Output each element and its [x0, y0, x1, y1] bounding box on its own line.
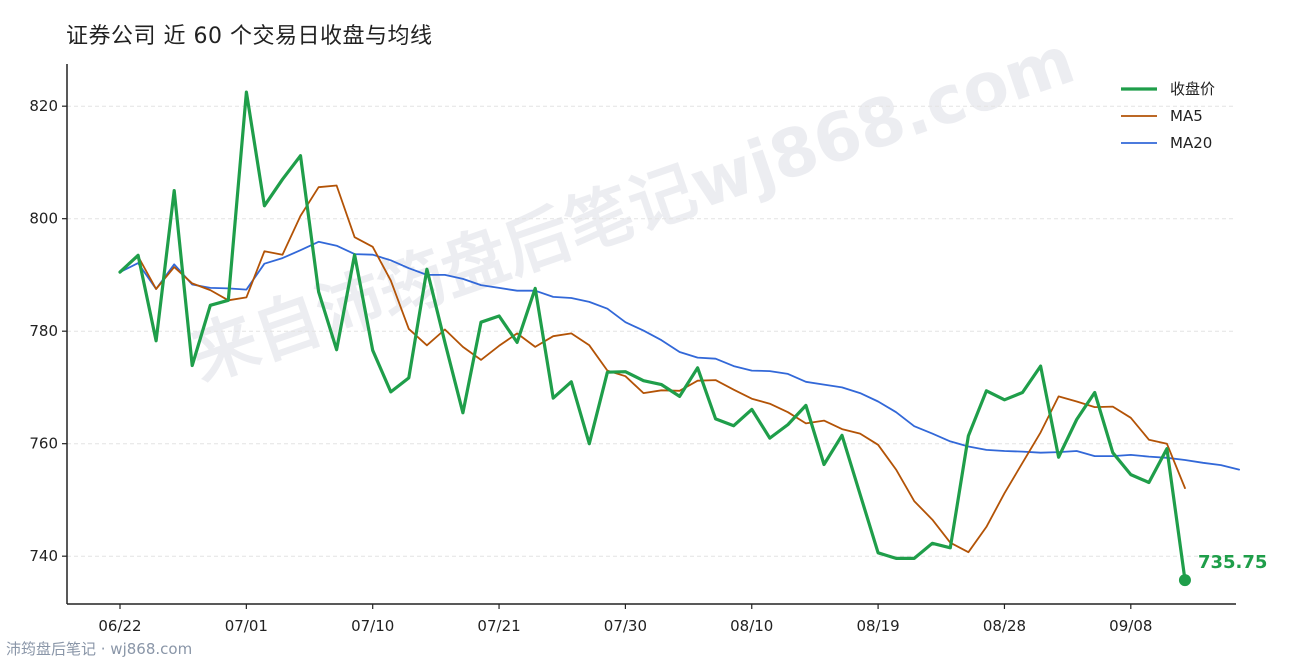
x-tick-label-07/30: 07/30 [604, 617, 647, 635]
y-tick-label-740: 740 [29, 547, 58, 565]
x-tick-label-07/10: 07/10 [351, 617, 394, 635]
legend-label-close-price-line: 收盘价 [1170, 80, 1215, 98]
x-tick-label-07/01: 07/01 [225, 617, 268, 635]
x-tick-label-09/08: 09/08 [1109, 617, 1152, 635]
last-close-label: 735.75 [1198, 552, 1267, 573]
close-price-line [118, 90, 1187, 582]
x-tick-label-06/22: 06/22 [98, 617, 141, 635]
y-tick-label-760: 760 [29, 435, 58, 453]
legend-label-ma20-line: MA20 [1170, 134, 1212, 152]
x-tick-label-08/28: 08/28 [983, 617, 1026, 635]
chart-title: 证券公司 近 60 个交易日收盘与均线 [66, 24, 433, 49]
legend-label-ma5-line: MA5 [1170, 107, 1203, 125]
y-tick-label-780: 780 [29, 322, 58, 340]
footer-credit: 沛筠盘后笔记 · wj868.com [6, 640, 193, 658]
ma5-line [119, 184, 1186, 554]
ma20-line [119, 240, 1240, 471]
y-tick-label-800: 800 [29, 210, 58, 228]
x-tick-label-08/10: 08/10 [730, 617, 773, 635]
last-close-marker [1178, 574, 1191, 587]
x-tick-label-07/21: 07/21 [477, 617, 520, 635]
watermark-text: 来自沛筠盘后笔记wj868.com [182, 21, 1084, 396]
x-tick-label-08/19: 08/19 [856, 617, 899, 635]
y-tick-label-820: 820 [29, 97, 58, 115]
